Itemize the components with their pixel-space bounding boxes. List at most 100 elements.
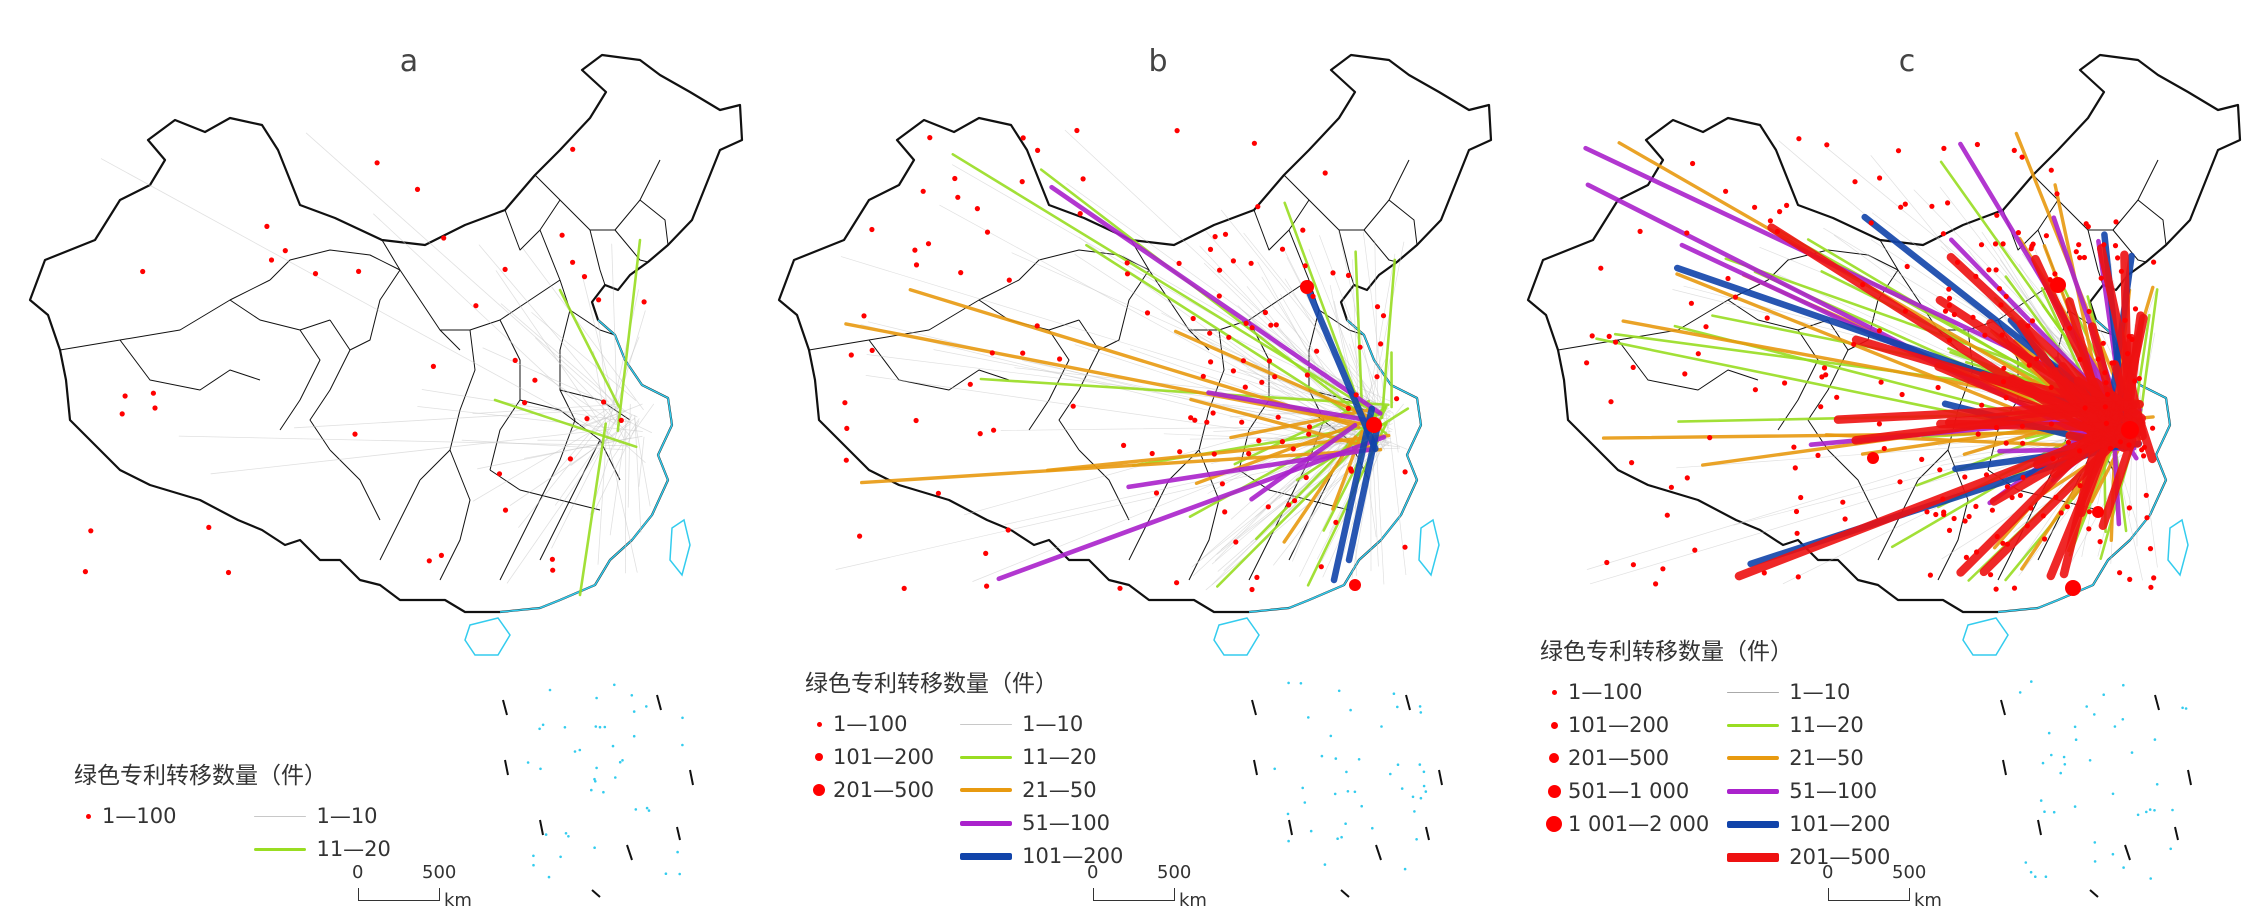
province-boundary: [279, 329, 321, 431]
scale-bar: 0 500 km: [352, 862, 472, 911]
flow-line: [1589, 418, 2142, 585]
city-point: [1226, 334, 1232, 340]
city-point: [2129, 336, 2135, 342]
city-point: [1962, 518, 1968, 524]
city-point: [1834, 394, 1840, 400]
city-point: [2048, 167, 2054, 173]
city-points: [82, 146, 647, 576]
city-point: [869, 347, 875, 353]
sea-boundary-dash: [2174, 826, 2179, 841]
sea-island: [1273, 767, 1276, 771]
province-boundary: [868, 339, 1010, 391]
city-point: [913, 417, 919, 424]
city-point: [1876, 421, 1882, 427]
sea-island: [1287, 681, 1290, 685]
province-boundary: [119, 339, 261, 391]
sea-island: [678, 872, 681, 876]
legend: 绿色专利转移数量（件） 1—100 1—10 11—20: [74, 756, 391, 861]
city-point: [2151, 259, 2157, 265]
city-point: [1792, 465, 1798, 471]
sea-island: [564, 832, 568, 835]
sea-boundary-dash: [539, 819, 544, 836]
flow-line: [1303, 283, 1379, 453]
sea-boundary-dash: [1253, 759, 1258, 776]
sea-island: [634, 808, 638, 811]
china-map: [1526, 53, 2242, 898]
city-point: [2003, 293, 2009, 299]
city-point: [1684, 230, 1690, 236]
city-point: [2118, 268, 2124, 274]
city-point: [559, 232, 565, 238]
city-point: [502, 507, 509, 513]
sea-island: [593, 846, 596, 849]
city-point: [1006, 277, 1012, 283]
sea-island: [1301, 786, 1304, 790]
sea-island: [681, 743, 684, 747]
sea-island: [1419, 796, 1423, 800]
sea-island: [1422, 784, 1426, 788]
city-point: [1784, 202, 1790, 208]
city-point: [2034, 356, 2040, 362]
city-point: [1230, 368, 1236, 374]
coastline: [499, 319, 673, 613]
sea-island: [1345, 770, 1348, 774]
city-point: [1378, 341, 1384, 347]
flow-line: [500, 303, 626, 412]
sea-island: [2113, 725, 2117, 728]
city-point: [1877, 175, 1883, 181]
sea-boundary-dash: [2154, 694, 2160, 711]
city-point: [1057, 356, 1063, 362]
point-legend-item: 201—500: [1540, 746, 1709, 770]
flow-line: [2139, 288, 2159, 416]
point-legend-item: 1—100: [1540, 680, 1709, 704]
city-point: [2054, 191, 2060, 197]
city-point: [2009, 494, 2015, 501]
sea-island: [2130, 751, 2134, 754]
point-legend: 1—100 101—200 201—500 501—1 000 1 001—2 …: [1540, 680, 1709, 869]
province-boundary: [309, 319, 351, 451]
province-boundary: [1078, 449, 1130, 521]
city-point: [2020, 474, 2026, 480]
sea-island: [2052, 810, 2056, 814]
panel-label: a: [399, 44, 419, 79]
city-point: [977, 431, 983, 437]
sea-island: [2039, 799, 2043, 802]
flow-line: [1189, 397, 1372, 449]
city-point: [1230, 258, 1236, 264]
sea-island: [547, 875, 551, 879]
sea-island: [1299, 682, 1303, 685]
sea-boundary-dash: [2124, 844, 2131, 861]
sea-boundary-dash: [1288, 819, 1293, 836]
city-point: [496, 471, 503, 477]
line-legend-item: 101—200: [960, 844, 1123, 868]
city-point: [2076, 242, 2082, 248]
point-legend-item: 101—200: [1540, 713, 1709, 737]
city-point: [2025, 323, 2031, 329]
sea-boundary-dash: [1375, 844, 1382, 861]
city-point: [1764, 315, 1770, 321]
city-point: [356, 268, 362, 274]
city-point: [119, 411, 125, 417]
city-point: [984, 583, 990, 589]
flow-line: [1039, 168, 1388, 435]
city-point: [2141, 453, 2147, 459]
city-point: [2100, 340, 2106, 346]
flow-line: [100, 158, 622, 444]
sea-island: [632, 734, 636, 738]
city-point: [2011, 585, 2018, 591]
city-point: [1951, 311, 1957, 318]
city-point: [1904, 263, 1910, 270]
hainan-island: [1213, 617, 1260, 656]
province-boundary: [1388, 199, 1418, 246]
sea-island: [532, 854, 535, 858]
city-point: [1946, 337, 1953, 343]
flow-line: [2098, 435, 2137, 530]
city-point: [1176, 260, 1182, 266]
city-point: [901, 585, 907, 592]
sea-boundary-dash: [504, 759, 509, 776]
city-point: [2103, 420, 2109, 426]
city-point: [1994, 533, 2000, 540]
sea-island: [1353, 790, 1357, 794]
city-point: [1256, 438, 1262, 444]
city-point-large: [2065, 580, 2081, 596]
